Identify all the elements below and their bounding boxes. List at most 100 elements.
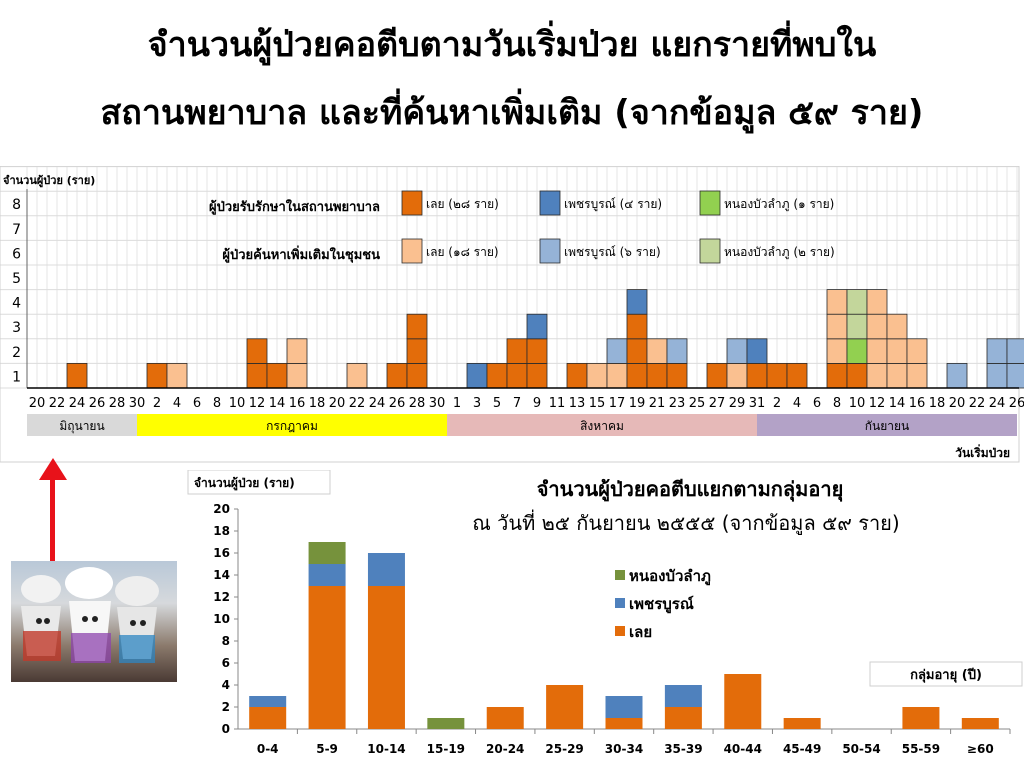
month-band	[137, 414, 447, 436]
x-tick-label: 10	[229, 396, 246, 411]
y-tick-label: 4	[12, 296, 21, 312]
x-tick-label: 7	[513, 396, 521, 411]
x-tick-label: 6	[813, 396, 821, 411]
case-block-loei_c	[346, 362, 368, 389]
x-tick-label: 55-59	[902, 742, 940, 756]
chart-subtitle: ณ วันที่ ๒๕ กันยายน ๒๕๕๕ (จากข้อมูล ๕๙ ร…	[472, 509, 899, 536]
x-tick-label: 12	[869, 396, 886, 411]
case-block-loei_c	[726, 362, 748, 389]
x-tick-label: 0-4	[257, 742, 279, 756]
legend-item-label: หนองบัวลำภู (๑ ราย)	[724, 197, 834, 212]
case-block-phet_c	[726, 338, 748, 364]
bar-segment	[605, 696, 643, 718]
x-tick-label: ≥60	[967, 742, 994, 756]
x-tick-label: 2	[153, 396, 161, 411]
x-tick-label: 8	[833, 396, 841, 411]
x-tick-label: 26	[389, 396, 406, 411]
month-label: มิถุนายน	[59, 419, 104, 434]
y-tick-label: 10	[213, 612, 230, 626]
x-tick-label: 22	[49, 396, 66, 411]
x-tick-label: 27	[709, 396, 726, 411]
case-block-loei_h	[566, 362, 588, 389]
case-block-loei_h	[626, 313, 648, 340]
x-tick-label: 16	[909, 396, 926, 411]
x-tick-label: 45-49	[783, 742, 821, 756]
bar-segment	[546, 685, 584, 729]
case-block-loei_c	[906, 362, 928, 389]
case-block-loei_h	[766, 362, 788, 389]
bar-segment	[724, 674, 762, 729]
month-label: กรกฎาคม	[266, 419, 318, 433]
legend-swatch	[699, 190, 721, 216]
case-block-phet_h	[746, 338, 768, 364]
case-block-phet_c	[986, 338, 1008, 364]
bar-segment	[367, 586, 405, 729]
legend-community-label: ผู้ป่วยค้นหาเพิ่มเติมในชุมชน	[222, 245, 380, 263]
case-block-phet_c	[606, 338, 628, 364]
case-block-loei_c	[286, 362, 308, 389]
x-tick-label: 12	[249, 396, 266, 411]
case-block-loei_h	[246, 362, 268, 389]
bar-segment	[427, 718, 465, 729]
x-tick-label: 13	[569, 396, 586, 411]
x-tick-label: 10	[849, 396, 866, 411]
y-tick-label: 2	[12, 345, 21, 361]
bar-segment	[605, 718, 643, 729]
x-tick-label: 24	[69, 396, 86, 411]
case-block-nong_c	[846, 313, 868, 340]
x-tick-label: 22	[349, 396, 366, 411]
bar-segment	[308, 564, 346, 586]
x-tick-label: 30-34	[605, 742, 643, 756]
case-block-loei_c	[826, 313, 848, 340]
case-block-loei_h	[146, 362, 168, 389]
month-band	[447, 414, 757, 436]
y-tick-label: 6	[222, 656, 230, 670]
case-block-loei_c	[166, 362, 188, 389]
case-block-loei_h	[506, 362, 528, 389]
age-group-chart: จำนวนผู้ป่วย (ราย) 0 2 4 6 8 10 12 14 16 18 20 0-4 5-…	[187, 470, 1023, 756]
y-tick-label: 1	[12, 369, 21, 385]
case-block-loei_c	[906, 338, 928, 364]
legend-item-label: หนองบัวลำภู (๒ ราย)	[724, 245, 835, 260]
legend-swatch	[615, 570, 625, 580]
case-block-phet_c	[1006, 338, 1024, 364]
x-tick-label: 28	[409, 396, 426, 411]
x-tick-label: 17	[609, 396, 626, 411]
case-block-loei_c	[646, 338, 668, 364]
x-tick-label: 8	[213, 396, 221, 411]
month-label: กันยายน	[865, 419, 909, 433]
case-block-loei_h	[526, 362, 548, 389]
x-tick-label: 11	[549, 396, 566, 411]
x-axis-label-box	[869, 661, 1023, 687]
bar-segment	[308, 542, 346, 564]
y-tick-label: 2	[222, 700, 230, 714]
legend-swatch	[699, 238, 721, 264]
case-block-loei_c	[586, 362, 608, 389]
x-tick-label: 5	[493, 396, 501, 411]
case-block-loei_h	[506, 338, 528, 364]
x-tick-label: 25	[689, 396, 706, 411]
x-tick-label: 4	[173, 396, 181, 411]
y-tick-label: 8	[222, 634, 230, 648]
x-tick-label: 14	[889, 396, 906, 411]
case-block-phet_c	[946, 362, 968, 389]
month-band	[757, 414, 1017, 436]
x-tick-label: 3	[473, 396, 481, 411]
legend-swatch	[401, 190, 423, 216]
case-block-loei_h	[266, 362, 288, 389]
y-axis-label: จำนวนผู้ป่วย (ราย)	[194, 476, 295, 491]
case-block-loei_c	[866, 313, 888, 340]
x-tick-label: 50-54	[842, 742, 880, 756]
y-tick-label: 8	[12, 197, 21, 213]
y-tick-label: 4	[222, 678, 230, 692]
legend-swatch	[539, 190, 561, 216]
x-tick-label: 15-19	[427, 742, 465, 756]
bar-segment	[783, 718, 821, 729]
case-block-loei_h	[386, 362, 408, 389]
x-tick-label: 23	[669, 396, 686, 411]
case-block-phet_h	[626, 289, 648, 315]
x-tick-label: 40-44	[724, 742, 762, 756]
case-block-phet_c	[666, 338, 688, 364]
y-axis-label: จำนวนผู้ป่วย (ราย)	[3, 174, 95, 188]
case-block-phet_h	[526, 313, 548, 340]
